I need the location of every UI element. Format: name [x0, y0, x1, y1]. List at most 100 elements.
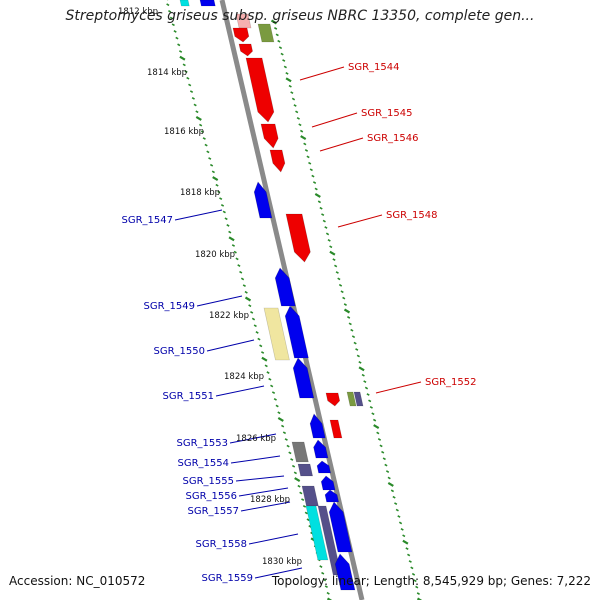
scale-tick	[242, 284, 246, 288]
scale-tick	[237, 264, 241, 267]
scale-tick	[208, 157, 212, 160]
scale-tick	[270, 384, 274, 388]
scale-tick	[366, 393, 370, 396]
scale-tick	[398, 521, 403, 525]
scale-tick	[264, 364, 268, 368]
scale-tick	[408, 560, 412, 563]
accession-text: Accession: NC_010572	[9, 574, 146, 588]
scale-label: 1814 kbp	[147, 68, 187, 78]
scale-tick	[261, 356, 268, 362]
scale-label: 1826 kbp	[236, 434, 276, 444]
rna-feature	[305, 505, 329, 561]
scale-tick	[186, 76, 190, 80]
scale-tick	[329, 245, 333, 249]
gene-label-reverse: SGR_1550	[154, 346, 206, 357]
olive-feature	[346, 391, 357, 407]
gene-label-reverse: SGR_1556	[186, 491, 238, 502]
scale-tick	[285, 71, 289, 75]
scale-tick	[301, 498, 305, 502]
scale-tick	[182, 63, 186, 67]
scale-tick	[353, 341, 357, 345]
pseudo-gene-feature	[263, 307, 290, 361]
scale-tick	[392, 495, 396, 499]
scale-tick	[288, 84, 292, 88]
forward-gene-feature	[269, 149, 286, 173]
scale-tick	[312, 181, 317, 184]
scale-tick	[358, 360, 362, 364]
scale-tick	[327, 238, 331, 242]
scale-tick	[293, 471, 297, 475]
scale-tick	[299, 129, 304, 133]
forward-gene-feature	[329, 419, 343, 439]
label-leader-line	[240, 501, 291, 512]
scale-tick	[334, 264, 338, 268]
scale-tick	[373, 424, 380, 430]
scale-tick	[226, 224, 230, 227]
reverse-gene-feature	[324, 489, 340, 503]
scale-tick	[224, 217, 228, 221]
scale-tick	[314, 187, 318, 191]
scale-tick	[281, 424, 285, 428]
gene-label-forward: SGR_1545	[361, 108, 413, 119]
label-leader-line	[319, 137, 364, 152]
forward-gene-feature	[245, 57, 275, 123]
scale-tick	[407, 553, 411, 557]
scale-tick	[273, 397, 277, 401]
scale-tick	[326, 591, 330, 595]
scale-tick	[298, 123, 302, 127]
scale-tick	[325, 232, 330, 236]
scale-tick	[348, 322, 352, 326]
scale-tick	[166, 3, 170, 7]
scale-tick	[193, 103, 197, 107]
label-leader-line	[229, 433, 277, 444]
scale-tick	[390, 489, 395, 493]
scale-tick	[282, 59, 286, 62]
scale-tick	[199, 123, 203, 127]
scale-tick	[343, 303, 347, 306]
label-leader-line	[311, 112, 358, 128]
gene-features	[179, 0, 364, 591]
scale-tick	[319, 565, 323, 568]
scale-tick	[240, 277, 245, 281]
scale-tick	[260, 351, 265, 354]
gene-label-reverse: SGR_1555	[183, 476, 235, 487]
scale-tick	[275, 404, 279, 408]
scale-label: 1824 kbp	[224, 372, 264, 382]
scale-tick	[206, 150, 210, 154]
gene-label-forward: SGR_1546	[367, 133, 419, 144]
scale-tick	[385, 470, 390, 473]
scale-tick	[209, 163, 214, 167]
scale-tick	[379, 444, 383, 448]
scale-tick	[251, 317, 256, 321]
label-leader-line	[215, 385, 265, 397]
label-leader-line	[235, 475, 285, 482]
scale-tick	[338, 283, 343, 287]
scale-tick	[387, 476, 391, 480]
scale-tick	[286, 444, 290, 448]
reverse-gene-feature	[284, 305, 309, 359]
scale-tick	[212, 176, 219, 182]
scale-label: 1816 kbp	[164, 127, 204, 137]
scale-tick	[361, 373, 365, 377]
scale-tick	[321, 571, 325, 575]
scale-tick	[297, 484, 301, 488]
scale-tick	[382, 457, 386, 461]
scale-tick	[244, 296, 252, 302]
genome-title: Streptomyces griseus subsp. griseus NBRC…	[65, 8, 535, 24]
gene-label-forward: SGR_1544	[348, 62, 400, 73]
scale-tick	[322, 578, 327, 582]
scale-tick	[363, 380, 367, 384]
scale-tick	[368, 399, 372, 403]
gene-label-reverse: SGR_1554	[178, 458, 230, 469]
scale-label: 1812 kbp	[118, 7, 158, 17]
scale-tick	[248, 304, 252, 308]
scale-tick	[329, 250, 336, 256]
scale-tick	[416, 597, 423, 600]
scale-ticks	[166, 0, 423, 600]
scale-tick	[291, 97, 296, 101]
scale-tick	[402, 534, 406, 538]
scale-tick	[217, 190, 221, 194]
labels: 1812 kbp 1814 kbp 1816 kbp 1818 kbp 1820 kbp…	[118, 7, 477, 584]
forward-gene-feature	[260, 123, 279, 149]
scale-tick	[290, 91, 294, 95]
